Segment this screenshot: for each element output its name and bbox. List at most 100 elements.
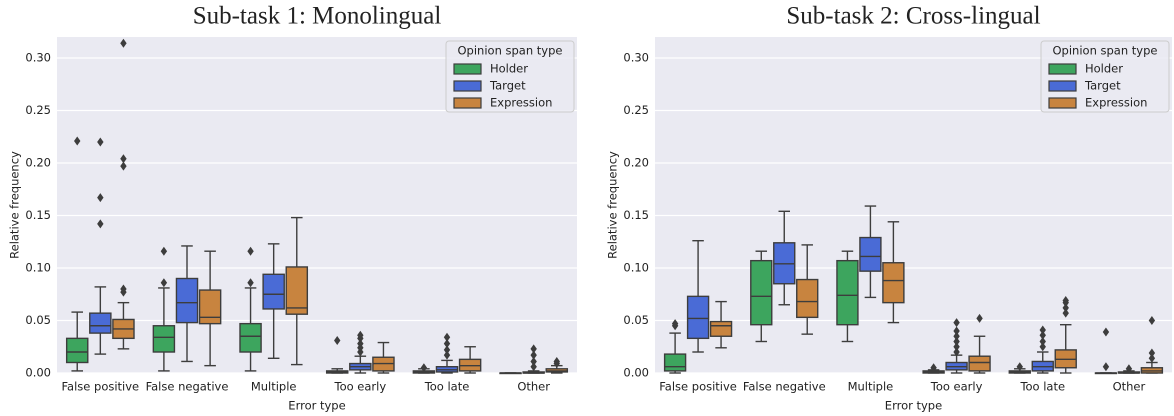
outlier: [120, 161, 127, 171]
y-tick-label: 0.05: [623, 313, 649, 327]
box-group: [545, 356, 569, 374]
box-group: [325, 335, 349, 374]
x-tick-label: Too early: [930, 380, 983, 394]
y-axis-label: Relative frequency: [606, 151, 620, 259]
outlier: [443, 332, 451, 342]
outlier: [1039, 325, 1046, 335]
x-tick-label: Too late: [1019, 380, 1065, 394]
legend-title: Opinion span type: [458, 44, 563, 58]
legend: Opinion span type Holder Target Expression: [445, 40, 575, 113]
box-group: [372, 341, 395, 374]
outlier: [1062, 308, 1069, 318]
box: [175, 277, 199, 324]
box: [750, 259, 773, 326]
outlier: [420, 363, 428, 373]
box: [285, 266, 309, 315]
outlier: [74, 136, 81, 146]
legend-label: Target: [1084, 79, 1121, 93]
outlier: [530, 350, 537, 360]
box-group: [458, 346, 482, 374]
x-tick-label: False negative: [146, 380, 229, 394]
outlier: [953, 331, 960, 341]
box-group: [152, 246, 176, 372]
legend-frame: [1040, 40, 1170, 113]
x-tick-label: Multiple: [848, 380, 894, 394]
box: [709, 320, 733, 337]
outlier: [120, 284, 127, 294]
box-group: [349, 330, 372, 374]
box-group: [750, 250, 773, 343]
box: [198, 289, 222, 325]
box-group: [945, 318, 968, 374]
outlier: [976, 313, 983, 323]
legend-label: Expression: [490, 96, 552, 110]
outlier: [443, 345, 451, 355]
box-group: [773, 210, 796, 306]
box: [65, 337, 89, 364]
x-axis-label: Error type: [288, 399, 345, 413]
outlier: [1148, 316, 1156, 325]
y-tick-label: 0.30: [623, 51, 649, 65]
box-group: [89, 137, 112, 355]
legend-frame: [445, 40, 575, 113]
box: [859, 236, 882, 272]
legend-title: Opinion span type: [1053, 44, 1158, 58]
box-group: [175, 245, 199, 363]
outlier: [671, 319, 679, 329]
box: [968, 355, 991, 372]
outlier: [553, 356, 560, 366]
panel: Sub-task 2: Cross-lingual 0.00 0.05 0.10 0.1…: [606, 3, 1172, 413]
y-tick-label: 0.15: [623, 208, 649, 222]
outlier: [357, 330, 364, 340]
outlier: [334, 335, 341, 345]
outlier: [953, 326, 960, 336]
legend-swatch: [1048, 63, 1077, 75]
box-group: [198, 250, 222, 367]
y-tick-label: 0.05: [25, 313, 51, 327]
panel: Sub-task 1: Monolingual 0.00 0.05 0.10 0.15 0…: [8, 3, 577, 413]
box: [686, 295, 710, 340]
outlier: [530, 362, 537, 372]
box-group: [709, 300, 733, 349]
y-tick-label: 0.20: [623, 156, 649, 170]
outlier: [1102, 362, 1110, 372]
box-group: [1094, 327, 1118, 375]
box-group: [686, 239, 710, 353]
box: [89, 312, 112, 334]
x-tick-label: False negative: [743, 380, 826, 394]
box-group: [1117, 364, 1141, 374]
box: [663, 353, 687, 372]
box-group: [499, 372, 522, 375]
outlier: [953, 347, 960, 357]
outlier: [1062, 296, 1069, 306]
outlier: [1148, 348, 1156, 358]
chart-title: Sub-task 1: Monolingual: [193, 3, 442, 30]
chart-title: Sub-task 2: Cross-lingual: [786, 3, 1040, 30]
x-axis-label: Error type: [885, 399, 942, 413]
y-tick-label: 0.25: [623, 103, 649, 117]
x-tick-label: False positive: [659, 380, 737, 394]
x-tick-label: Too late: [424, 380, 470, 394]
outlier: [1016, 362, 1023, 372]
legend-label: Target: [489, 79, 526, 93]
legend-swatch: [453, 80, 482, 92]
box: [836, 259, 859, 326]
outlier: [357, 339, 364, 349]
box-group: [285, 216, 309, 366]
y-tick-label: 0.10: [623, 261, 649, 275]
box-group: [968, 313, 991, 374]
legend-label: Holder: [490, 62, 528, 76]
box-group: [522, 344, 545, 374]
outlier: [1039, 342, 1046, 352]
outlier: [530, 356, 537, 366]
y-tick-label: 0.00: [25, 366, 51, 380]
y-tick-label: 0.10: [25, 261, 51, 275]
box-group: [1054, 296, 1077, 374]
box: [882, 262, 905, 304]
x-tick-label: False positive: [62, 380, 140, 394]
legend-label: Holder: [1085, 62, 1123, 76]
box-group: [663, 319, 687, 374]
y-tick-label: 0.30: [25, 51, 51, 65]
legend-swatch: [453, 97, 482, 109]
